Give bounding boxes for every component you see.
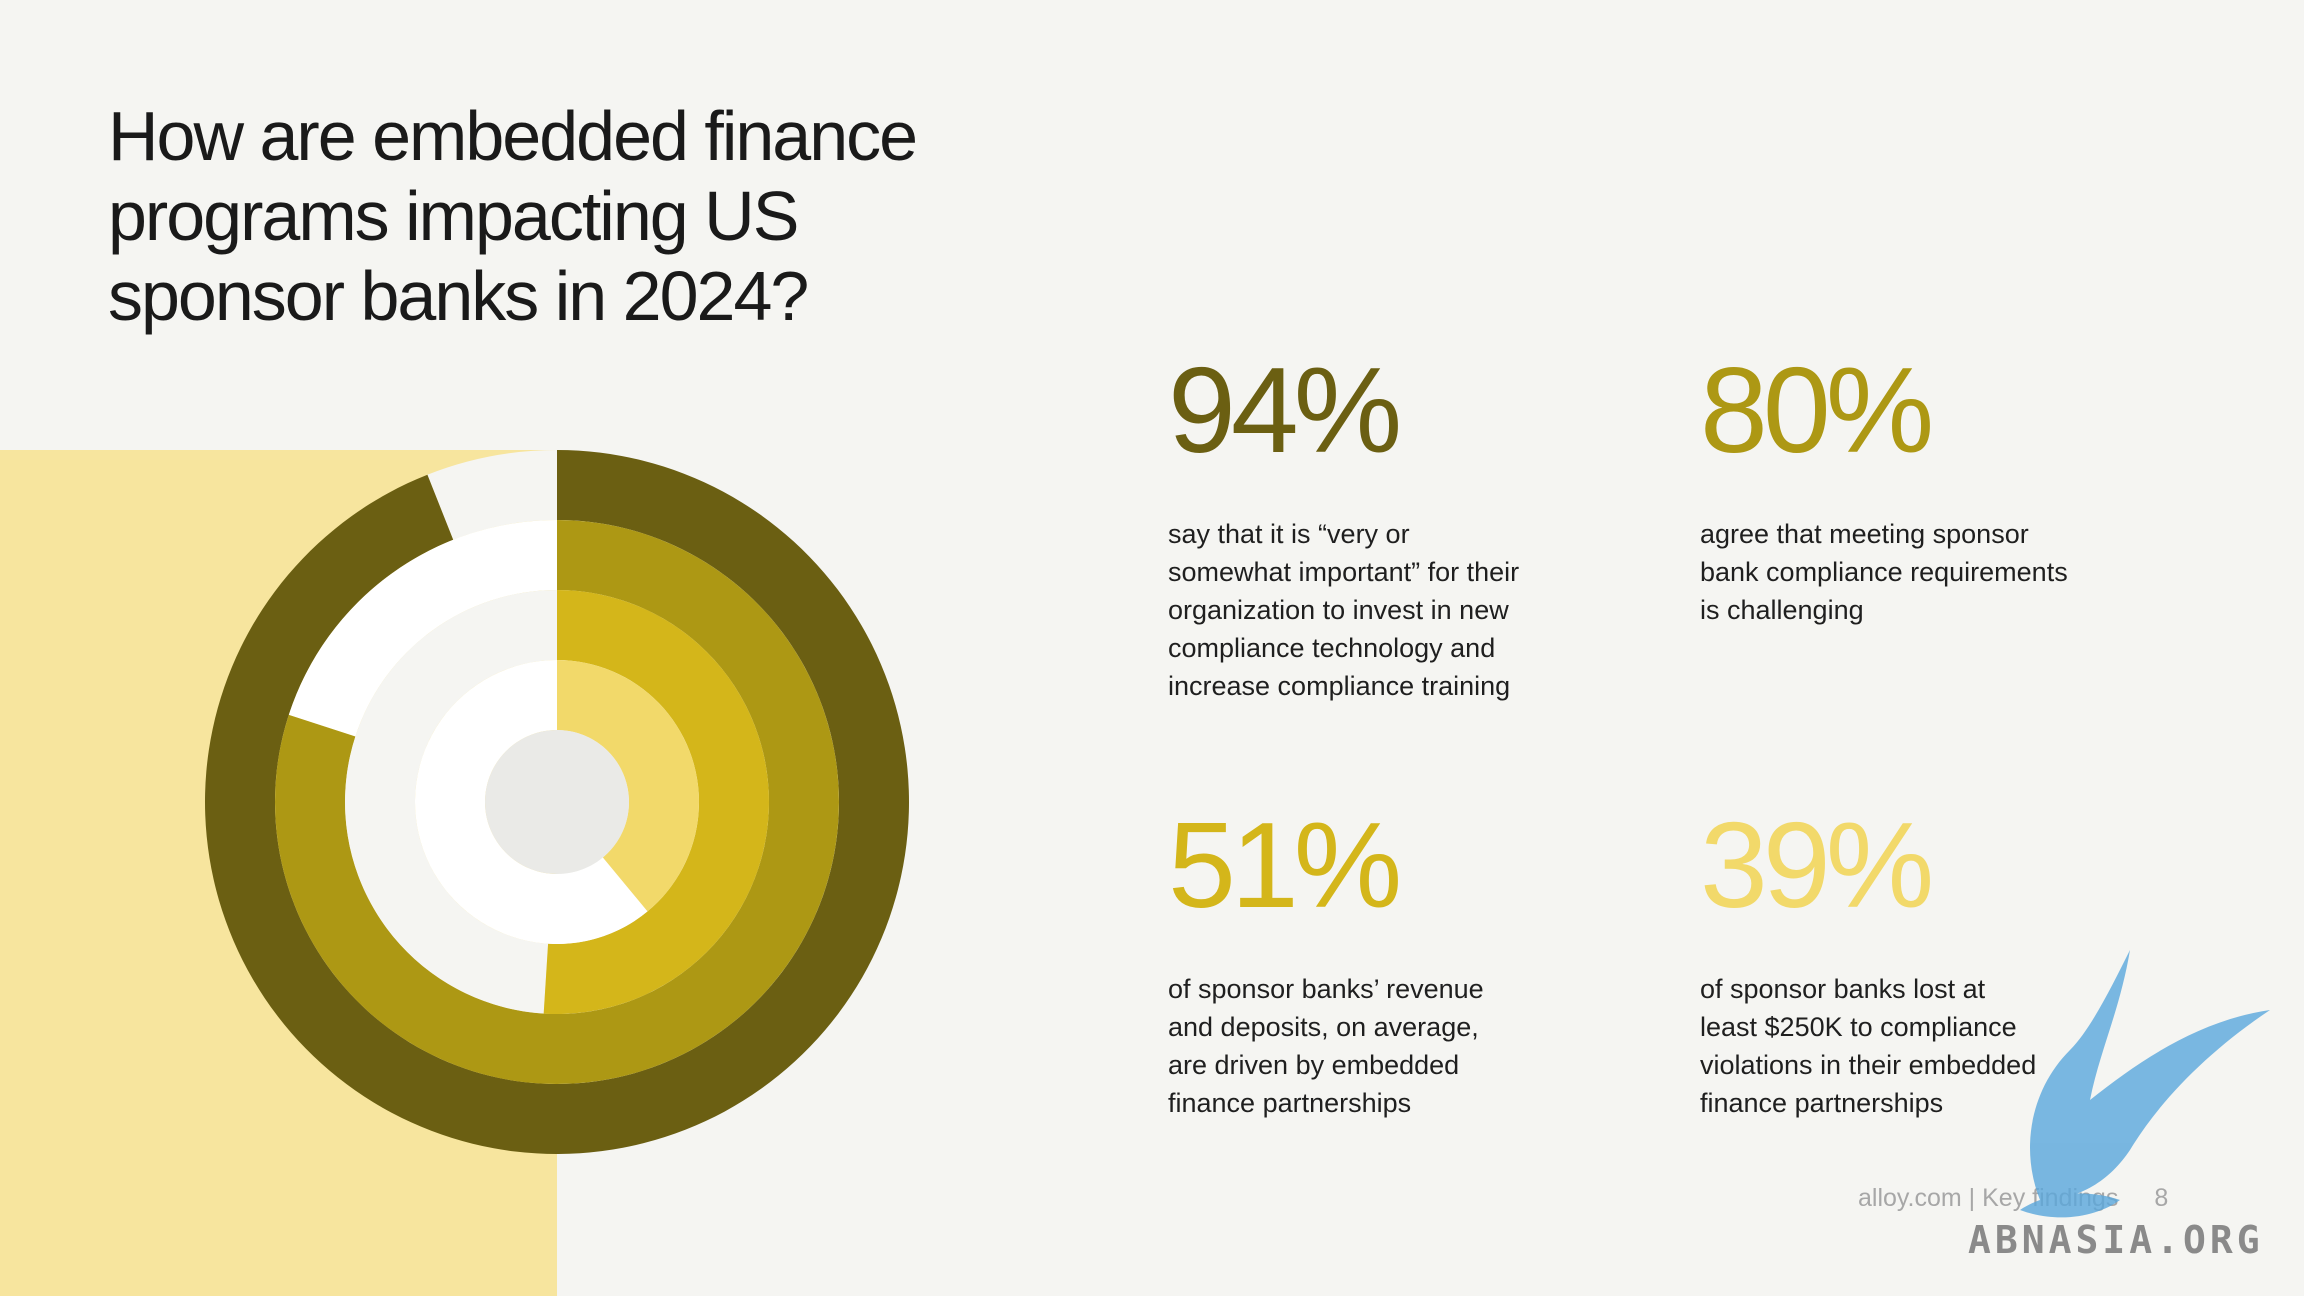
stat-description: agree that meeting sponsor bank complian… [1700,519,2068,625]
watermark-bird-icon [2020,950,2270,1218]
watermark-text: ABNASIA.ORG [1968,1218,2264,1262]
stat-value: 39% [1700,797,1934,933]
stat-value: 94% [1168,342,1402,478]
stat-description: of sponsor banks’ revenue and deposits, … [1168,974,1484,1118]
page-title: How are embedded finance programs impact… [108,97,918,335]
stat-description: say that it is “very or somewhat importa… [1168,519,1520,701]
stat-block-51: 51% of sponsor banks’ revenue and deposi… [1168,800,1568,1122]
ring-bar-39 [557,660,700,912]
stat-block-80: 80% agree that meeting sponsor bank comp… [1700,345,2100,629]
stat-value: 80% [1700,342,1934,478]
stat-block-39: 39% of sponsor banks lost at least $250K… [1700,800,2100,1122]
yellow-panel [0,450,557,1296]
stat-value: 51% [1168,797,1402,933]
stat-block-94: 94% say that it is “very or somewhat imp… [1168,345,1568,705]
ring-bar-51 [543,590,770,1014]
page-number: 8 [2154,1184,2169,1212]
stat-description: of sponsor banks lost at least $250K to … [1700,974,2037,1118]
